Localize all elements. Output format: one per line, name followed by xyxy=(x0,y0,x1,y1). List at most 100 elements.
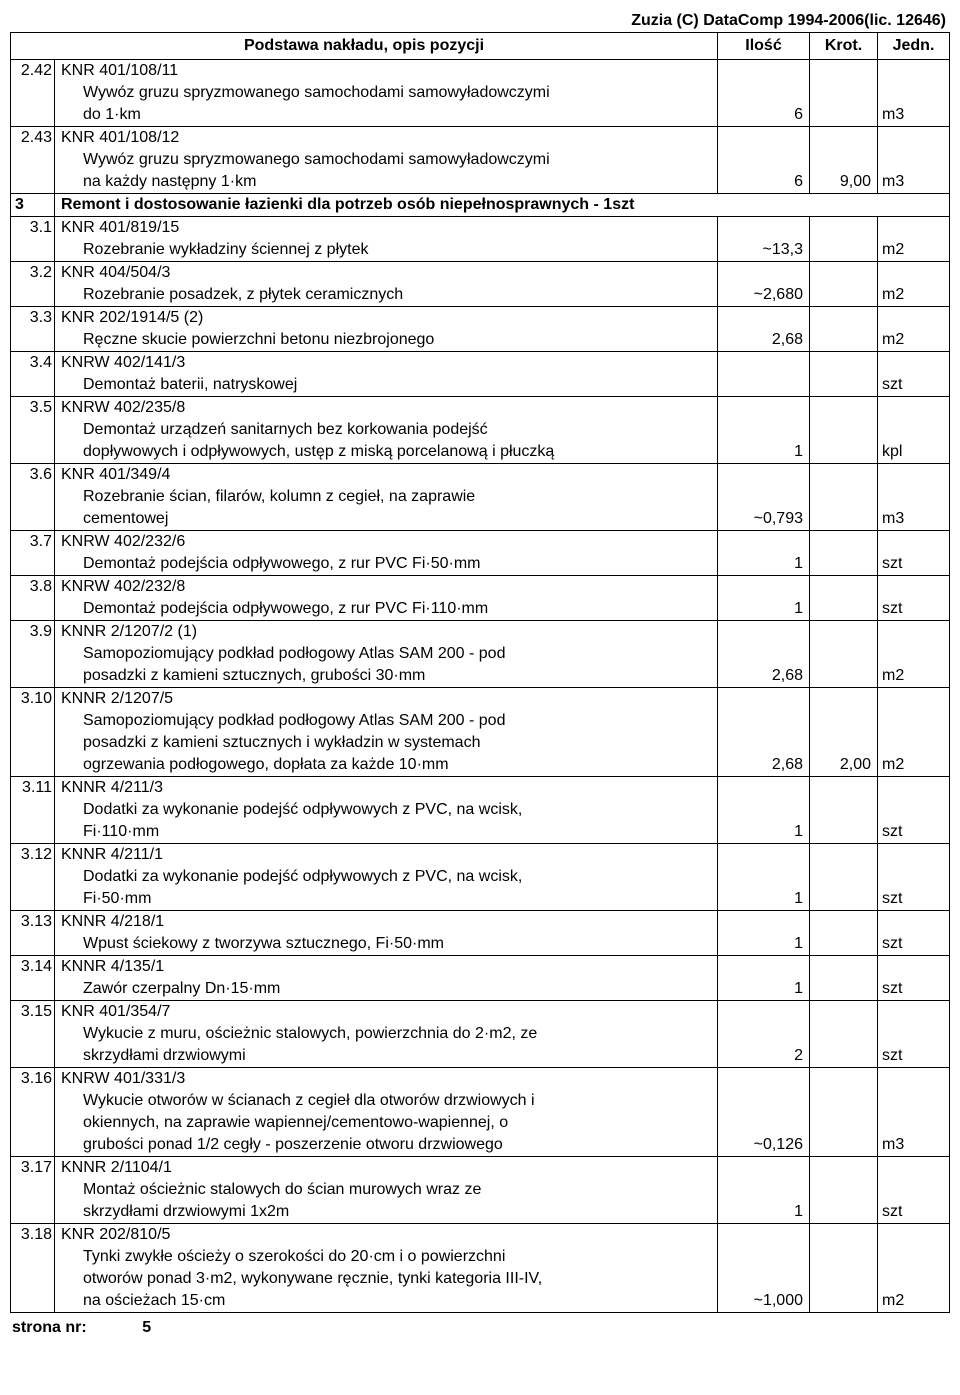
cell-empty xyxy=(810,844,878,867)
cell-empty xyxy=(878,464,950,487)
cell-empty xyxy=(878,777,950,800)
cell-empty xyxy=(11,553,55,576)
item-desc-line: skrzydłami drzwiowymi xyxy=(55,1045,718,1068)
item-desc-line: Wykucie otworów w ścianach z cegieł dla … xyxy=(55,1090,718,1112)
cell-empty xyxy=(878,621,950,644)
item-desc-row: skrzydłami drzwiowymi2szt xyxy=(11,1045,950,1068)
item-code-row: 3.15KNR 401/354/7 xyxy=(11,1001,950,1024)
item-unit: m3 xyxy=(878,104,950,127)
item-desc-line: Demontaż baterii, natryskowej xyxy=(55,374,718,397)
item-desc-row: Fi·50·mm1szt xyxy=(11,888,950,911)
item-multiplier xyxy=(810,1201,878,1224)
cell-empty xyxy=(11,598,55,621)
item-unit: szt xyxy=(878,933,950,956)
item-quantity xyxy=(718,799,810,821)
cell-empty xyxy=(878,127,950,150)
item-multiplier xyxy=(810,82,878,104)
item-code: KNR 401/108/11 xyxy=(55,60,718,83)
item-quantity xyxy=(718,1246,810,1268)
item-desc-row: Samopoziomujący podkład podłogowy Atlas … xyxy=(11,710,950,732)
item-desc-row: Demontaż podejścia odpływowego, z rur PV… xyxy=(11,553,950,576)
item-desc-row: Demontaż baterii, natryskowej szt xyxy=(11,374,950,397)
item-multiplier xyxy=(810,1179,878,1201)
item-multiplier xyxy=(810,799,878,821)
cell-empty xyxy=(11,284,55,307)
item-multiplier xyxy=(810,665,878,688)
item-desc-line: otworów ponad 3·m2, wykonywane ręcznie, … xyxy=(55,1268,718,1290)
item-desc-line: Fi·110·mm xyxy=(55,821,718,844)
item-multiplier xyxy=(810,1090,878,1112)
cell-empty xyxy=(718,352,810,375)
cell-empty xyxy=(878,844,950,867)
item-code: KNNR 4/218/1 xyxy=(55,911,718,934)
item-multiplier xyxy=(810,374,878,397)
item-multiplier xyxy=(810,1134,878,1157)
item-unit: szt xyxy=(878,553,950,576)
item-number: 3.4 xyxy=(11,352,55,375)
cell-empty xyxy=(11,888,55,911)
item-quantity: 2,68 xyxy=(718,754,810,777)
item-quantity: 1 xyxy=(718,821,810,844)
item-multiplier xyxy=(810,1045,878,1068)
item-desc-row: Montaż ościeżnic stalowych do ścian muro… xyxy=(11,1179,950,1201)
license-header: Zuzia (C) DataComp 1994-2006(lic. 12646) xyxy=(10,10,950,32)
item-unit: m2 xyxy=(878,284,950,307)
item-desc-row: ogrzewania podłogowego, dopłata za każde… xyxy=(11,754,950,777)
item-code-row: 3.5KNRW 402/235/8 xyxy=(11,397,950,420)
cell-empty xyxy=(718,60,810,83)
item-number: 3.18 xyxy=(11,1224,55,1247)
item-desc-row: dopływowych i odpływowych, ustęp z miską… xyxy=(11,441,950,464)
cost-table: Podstawa nakładu, opis pozycji Ilość Kro… xyxy=(10,32,950,1313)
item-multiplier xyxy=(810,643,878,665)
item-number: 3.7 xyxy=(11,531,55,554)
cell-empty xyxy=(878,1157,950,1180)
item-multiplier xyxy=(810,821,878,844)
item-number: 2.43 xyxy=(11,127,55,150)
cell-empty xyxy=(878,1224,950,1247)
item-code: KNNR 2/1207/2 (1) xyxy=(55,621,718,644)
item-desc-row: Dodatki za wykonanie podejść odpływowych… xyxy=(11,799,950,821)
item-quantity: 2,68 xyxy=(718,329,810,352)
item-multiplier xyxy=(810,1023,878,1045)
item-number: 3.1 xyxy=(11,217,55,240)
item-number: 3.2 xyxy=(11,262,55,285)
cell-empty xyxy=(718,307,810,330)
item-quantity: 1 xyxy=(718,888,810,911)
item-multiplier xyxy=(810,1290,878,1313)
cell-empty xyxy=(878,217,950,240)
cell-empty xyxy=(878,956,950,979)
item-desc-row: Wykucie z muru, ościeżnic stalowych, pow… xyxy=(11,1023,950,1045)
item-desc-row: Zawór czerpalny Dn·15·mm1szt xyxy=(11,978,950,1001)
item-quantity: 1 xyxy=(718,1201,810,1224)
item-code: KNRW 402/232/8 xyxy=(55,576,718,599)
item-desc-row: Wywóz gruzu spryzmowanego samochodami sa… xyxy=(11,82,950,104)
cell-empty xyxy=(11,104,55,127)
item-multiplier xyxy=(810,1246,878,1268)
item-quantity: 2,68 xyxy=(718,665,810,688)
item-code-row: 3.3KNR 202/1914/5 (2) xyxy=(11,307,950,330)
item-desc-row: otworów ponad 3·m2, wykonywane ręcznie, … xyxy=(11,1268,950,1290)
cell-empty xyxy=(11,732,55,754)
item-desc-line: do 1·km xyxy=(55,104,718,127)
item-desc-line: posadzki z kamieni sztucznych, grubości … xyxy=(55,665,718,688)
cell-empty xyxy=(878,307,950,330)
cell-empty xyxy=(11,1134,55,1157)
item-code: KNRW 401/331/3 xyxy=(55,1068,718,1091)
item-code: KNNR 2/1207/5 xyxy=(55,688,718,711)
item-quantity xyxy=(718,486,810,508)
section-title: Remont i dostosowanie łazienki dla potrz… xyxy=(55,194,950,217)
item-unit: szt xyxy=(878,374,950,397)
cell-empty xyxy=(11,754,55,777)
item-desc-row: grubości ponad 1/2 cegły - poszerzenie o… xyxy=(11,1134,950,1157)
item-desc-row: Dodatki za wykonanie podejść odpływowych… xyxy=(11,866,950,888)
item-desc-line: Wywóz gruzu spryzmowanego samochodami sa… xyxy=(55,82,718,104)
cell-empty xyxy=(11,329,55,352)
cell-empty xyxy=(718,777,810,800)
item-number: 3.13 xyxy=(11,911,55,934)
item-code: KNR 401/108/12 xyxy=(55,127,718,150)
cell-empty xyxy=(11,82,55,104)
item-unit xyxy=(878,1090,950,1112)
item-unit xyxy=(878,149,950,171)
item-code: KNRW 402/232/6 xyxy=(55,531,718,554)
cell-empty xyxy=(810,464,878,487)
